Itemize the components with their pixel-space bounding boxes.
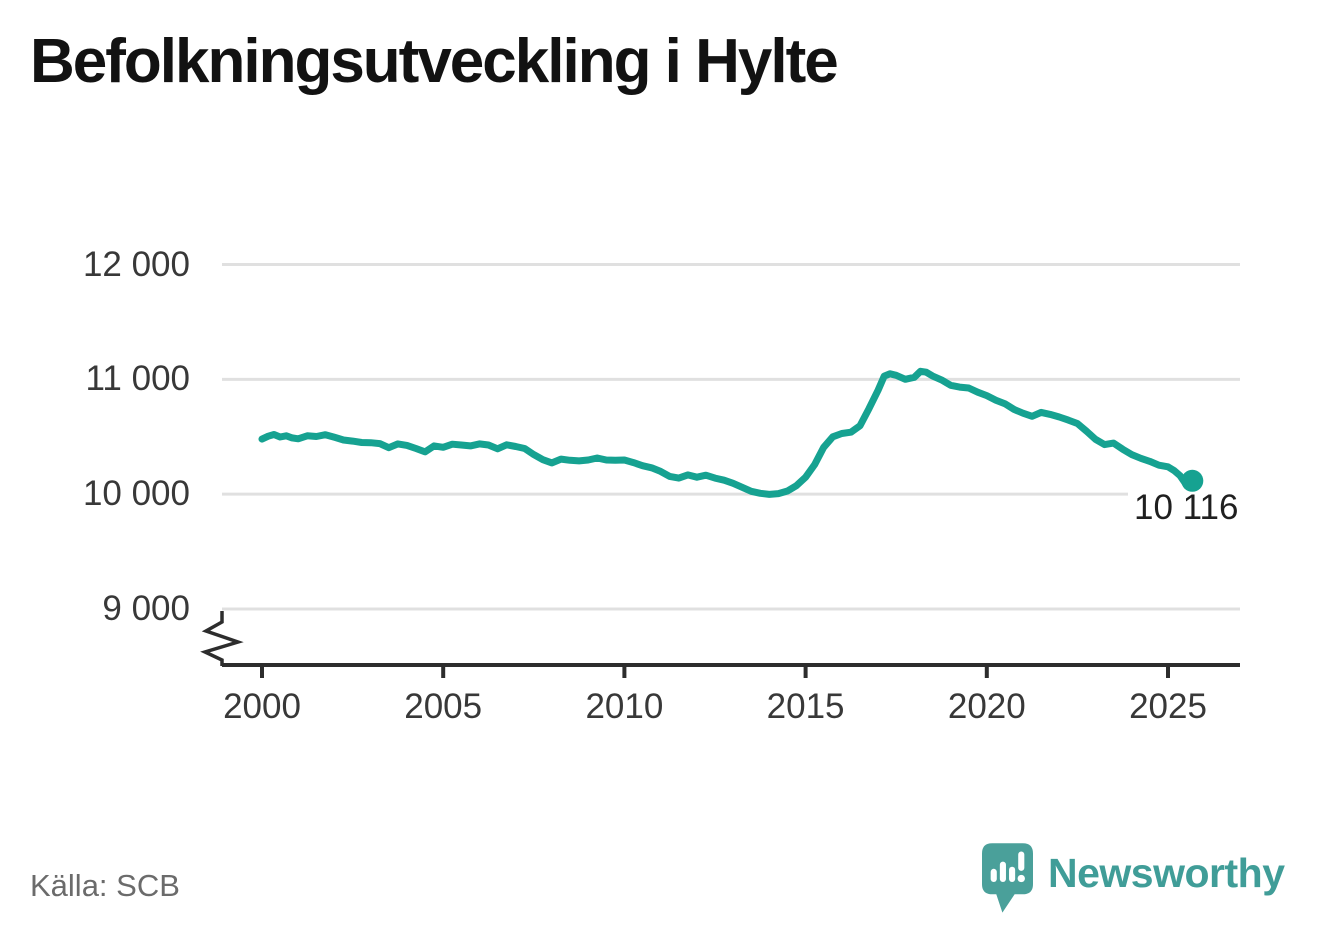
y-tick-label: 12 000 [82, 244, 190, 284]
x-tick-label: 2010 [585, 687, 664, 726]
series-end-dot [1181, 469, 1204, 492]
y-tick-label: 11 000 [85, 359, 190, 399]
x-axis-ticks [260, 665, 1170, 678]
x-tick-label: 2000 [223, 687, 301, 726]
page-title: Befolkningsutveckling i Hylte [30, 27, 839, 96]
newsworthy-logo-text: Newsworthy [1048, 850, 1285, 896]
x-tick-label: 2015 [766, 687, 845, 726]
y-tick-label: 9 000 [102, 589, 190, 628]
x-tick-label: 2005 [404, 687, 483, 726]
y-tick-label: 10 000 [82, 474, 190, 514]
latest-value-label: 10 116 [1128, 487, 1245, 528]
gridlines [222, 263, 1240, 611]
y-axis-break-icon [200, 611, 244, 666]
newsworthy-logo: Newsworthy [982, 843, 1285, 915]
x-tick-label: 2025 [1129, 687, 1207, 726]
newsworthy-logo-icon [982, 843, 1033, 913]
source-label: Källa: SCB [30, 868, 180, 903]
population-series-line [258, 367, 1196, 498]
x-tick-label: 2020 [947, 687, 1026, 726]
